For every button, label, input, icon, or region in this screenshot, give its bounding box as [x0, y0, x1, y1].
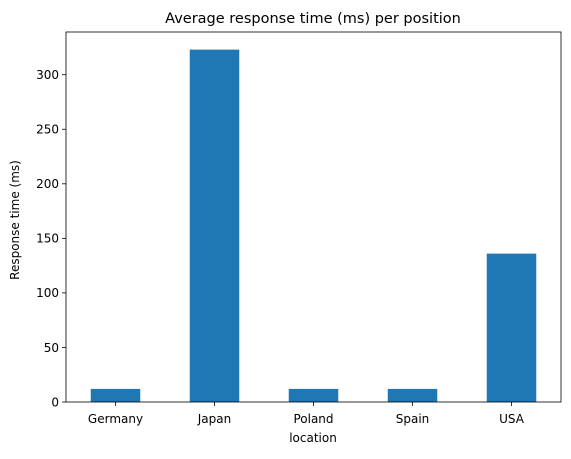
y-tick-label: 250	[36, 123, 59, 137]
bar-usa	[486, 253, 537, 402]
y-tick-label: 100	[36, 286, 59, 300]
y-tick-label: 50	[44, 341, 59, 355]
bar-japan	[189, 49, 240, 402]
bar-poland	[288, 388, 339, 402]
x-axis-title: location	[289, 431, 337, 445]
x-tick-label: Germany	[88, 412, 143, 426]
y-tick-label: 150	[36, 232, 59, 246]
x-tick-label: USA	[499, 412, 525, 426]
x-tick-label: Japan	[197, 412, 231, 426]
y-tick-label: 200	[36, 177, 59, 191]
y-axis: 0 50 100 150 200 250 300	[36, 68, 66, 409]
bar-spain	[387, 388, 438, 402]
y-tick-label: 0	[51, 395, 59, 409]
x-tick-label: Spain	[396, 412, 430, 426]
plot-frame	[65, 31, 562, 403]
x-axis: Germany Japan Poland Spain USA	[88, 402, 525, 426]
bars-layer	[90, 49, 537, 402]
chart-title: Average response time (ms) per position	[165, 11, 461, 27]
y-tick-label: 300	[36, 68, 59, 82]
bar-germany	[90, 388, 141, 402]
x-tick-label: Poland	[293, 412, 333, 426]
y-axis-title: Response time (ms)	[8, 160, 22, 280]
